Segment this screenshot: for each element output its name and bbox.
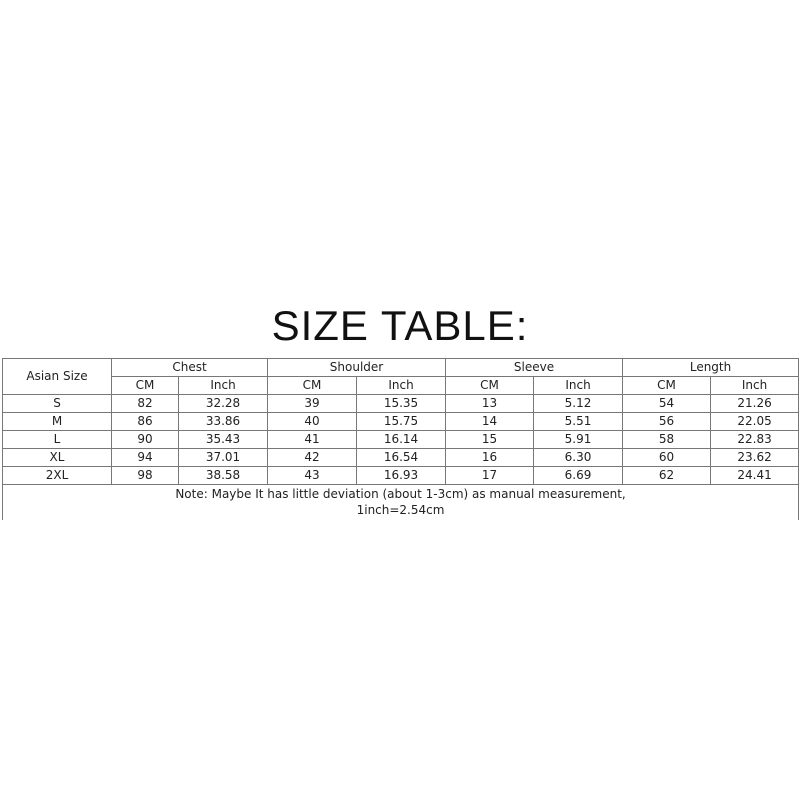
value-cell: 13 xyxy=(445,394,535,413)
unit-header-inch: Inch xyxy=(710,376,800,395)
value-cell: 38.58 xyxy=(177,466,269,485)
unit-header-cm: CM xyxy=(267,376,358,395)
value-cell: 16.93 xyxy=(356,466,447,485)
unit-header-cm: CM xyxy=(111,376,179,395)
value-cell: 86 xyxy=(111,412,179,431)
value-cell: 37.01 xyxy=(177,448,269,467)
table-row: 2XL 98 38.58 43 16.93 17 6.69 62 24.41 xyxy=(2,466,800,485)
value-cell: 21.26 xyxy=(710,394,800,413)
value-cell: 39 xyxy=(267,394,358,413)
table-row: L 90 35.43 41 16.14 15 5.91 58 22.83 xyxy=(2,430,800,449)
asian-size-header: Asian Size xyxy=(2,358,112,395)
value-cell: 98 xyxy=(111,466,179,485)
size-cell: L xyxy=(2,430,112,449)
value-cell: 6.30 xyxy=(533,448,624,467)
unit-header-cm: CM xyxy=(445,376,535,395)
value-cell: 16.14 xyxy=(356,430,447,449)
value-cell: 5.51 xyxy=(533,412,624,431)
value-cell: 15 xyxy=(445,430,535,449)
value-cell: 22.05 xyxy=(710,412,800,431)
size-table: Asian Size Chest Shoulder Sleeve Length … xyxy=(1,358,800,520)
table-row: XL 94 37.01 42 16.54 16 6.30 60 23.62 xyxy=(2,448,800,467)
value-cell: 33.86 xyxy=(177,412,269,431)
value-cell: 62 xyxy=(622,466,712,485)
group-header-shoulder: Shoulder xyxy=(267,358,447,377)
value-cell: 23.62 xyxy=(710,448,800,467)
value-cell: 5.91 xyxy=(533,430,624,449)
value-cell: 15.35 xyxy=(356,394,447,413)
group-header-sleeve: Sleeve xyxy=(445,358,624,377)
value-cell: 41 xyxy=(267,430,358,449)
group-header-length: Length xyxy=(622,358,800,377)
note-text: Note: Maybe It has little deviation (abo… xyxy=(175,487,626,501)
note-cell: Note: Maybe It has little deviation (abo… xyxy=(1,484,800,520)
size-cell: S xyxy=(2,394,112,413)
value-cell: 22.83 xyxy=(710,430,800,449)
unit-header-cm: CM xyxy=(622,376,712,395)
value-cell: 16.54 xyxy=(356,448,447,467)
table-row: M 86 33.86 40 15.75 14 5.51 56 22.05 xyxy=(2,412,800,431)
value-cell: 17 xyxy=(445,466,535,485)
value-cell: 15.75 xyxy=(356,412,447,431)
note-text: 1inch=2.54cm xyxy=(356,503,445,517)
group-header-chest: Chest xyxy=(110,358,269,377)
size-cell: XL xyxy=(2,448,112,467)
value-cell: 82 xyxy=(111,394,179,413)
size-cell: 2XL xyxy=(2,466,112,485)
value-cell: 14 xyxy=(445,412,535,431)
page-title: SIZE TABLE: xyxy=(271,302,529,349)
group-header-row: Asian Size Chest Shoulder Sleeve Length xyxy=(2,358,800,395)
value-cell: 40 xyxy=(267,412,358,431)
unit-header-row: CM Inch CM Inch CM Inch CM Inch xyxy=(3,376,800,395)
value-cell: 60 xyxy=(622,448,712,467)
value-cell: 43 xyxy=(267,466,358,485)
value-cell: 24.41 xyxy=(710,466,800,485)
value-cell: 32.28 xyxy=(177,394,269,413)
value-cell: 35.43 xyxy=(177,430,269,449)
value-cell: 5.12 xyxy=(533,394,624,413)
unit-header-inch: Inch xyxy=(356,376,447,395)
value-cell: 58 xyxy=(622,430,712,449)
value-cell: 16 xyxy=(445,448,535,467)
table-row: S 82 32.28 39 15.35 13 5.12 54 21.26 xyxy=(2,394,800,413)
value-cell: 6.69 xyxy=(533,466,624,485)
note-row: Note: Maybe It has little deviation (abo… xyxy=(1,484,800,520)
size-cell: M xyxy=(2,412,112,431)
unit-header-inch: Inch xyxy=(177,376,269,395)
value-cell: 42 xyxy=(267,448,358,467)
value-cell: 94 xyxy=(111,448,179,467)
unit-header-inch: Inch xyxy=(533,376,624,395)
value-cell: 90 xyxy=(111,430,179,449)
value-cell: 54 xyxy=(622,394,712,413)
value-cell: 56 xyxy=(622,412,712,431)
